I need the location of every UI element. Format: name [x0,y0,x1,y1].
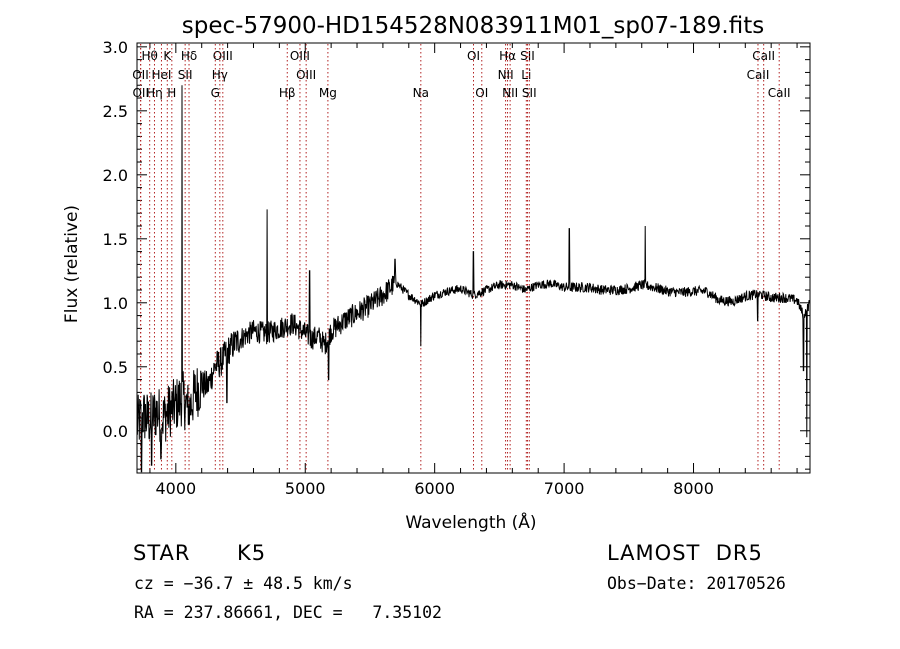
x-tick-label: 4000 [155,479,196,498]
line-marker-label: Hη [146,86,163,100]
line-marker-label: Hθ [141,49,157,63]
line-marker-label: OII [132,68,149,82]
line-marker-label: NII [498,68,514,82]
y-axis-label: Flux (relative) [62,205,82,323]
line-marker-label: H [167,86,176,100]
line-marker-label: K [163,49,172,63]
line-marker-label: OII [132,86,149,100]
y-tick-label: 3.0 [103,38,128,57]
line-marker-label: CaII [752,49,775,63]
y-tick-label: 0.5 [103,358,128,377]
line-marker-label: HeI [151,68,171,82]
spectrum-line [136,85,811,473]
line-marker-label: SII [520,49,535,63]
plot-frame [136,42,811,474]
line-marker-label: OIII [296,68,316,82]
object-class: STAR [133,541,191,565]
line-marker-label: Hα [499,49,516,63]
line-marker-label: OIII [290,49,310,63]
line-marker-label: SII [522,86,537,100]
line-marker-label: SII [178,68,193,82]
observation-date: Obs−Date: 20170526 [607,574,786,593]
survey-release: LAMOST DR5 [607,541,763,565]
redshift-velocity: cz = −36.7 ± 48.5 km/s [134,574,353,593]
y-tick-label: 2.5 [103,102,128,121]
line-marker-label: CaII [768,86,791,100]
line-marker-label: Na [413,86,429,100]
x-tick-label: 5000 [285,479,326,498]
plot-area: 4000 5000 6000 7000 8000 0.0 0.5 1.0 1.5 2.0 2.5 3.… [103,38,811,498]
line-marker-label: G [211,86,220,100]
spectral-subclass: K5 [237,541,267,565]
line-marker-label: CaII [747,68,770,82]
y-tick-label: 1.5 [103,230,128,249]
line-marker-label: Li [521,68,531,82]
line-marker-label: OIII [213,49,233,63]
line-marker-label: Hγ [212,68,228,82]
x-axis-label: Wavelength (Å) [405,511,536,533]
y-tick-label: 1.0 [103,294,128,313]
line-marker-label: OI [475,86,488,100]
line-marker-label: OI [467,49,480,63]
line-marker-label: Hβ [279,86,296,100]
y-tick-label: 2.0 [103,166,128,185]
line-marker-label: Hδ [181,49,197,63]
line-marker-label: NII [502,86,518,100]
chart-title: spec-57900-HD154528N083911M01_sp07-189.f… [182,13,764,39]
line-marker-label: Mg [319,86,337,100]
y-tick-label: 0.0 [103,422,128,441]
coordinates: RA = 237.86661, DEC = 7.35102 [134,603,442,622]
x-tick-label: 6000 [414,479,455,498]
x-tick-label: 8000 [673,479,714,498]
x-tick-label: 7000 [544,479,585,498]
